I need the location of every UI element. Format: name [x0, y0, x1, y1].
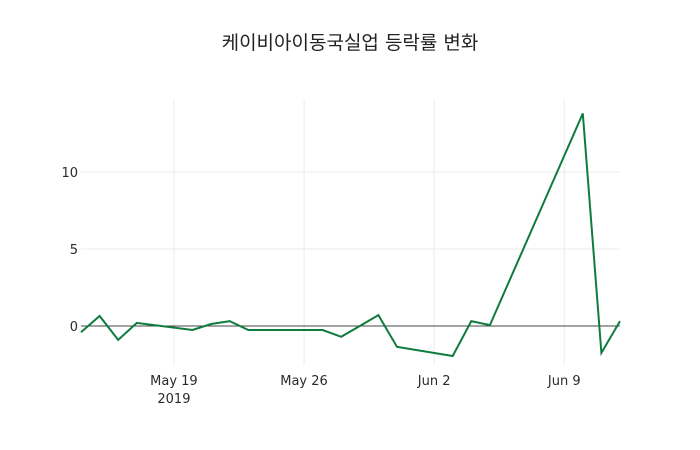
x-tick-label: Jun 2: [417, 374, 451, 389]
y-axis-ticks: 0 5 10: [61, 166, 78, 335]
x-tick-year-label: 2019: [157, 392, 190, 407]
series-line: [80, 113, 621, 358]
y-tick-label: 10: [61, 166, 78, 181]
y-tick-label: 5: [70, 243, 78, 258]
x-tick-label: Jun 9: [547, 374, 581, 389]
gridlines: [81, 100, 620, 365]
y-tick-label: 0: [70, 320, 78, 335]
chart-title: 케이비아이동국실업 등락률 변화: [221, 32, 479, 54]
x-axis-ticks: May 19 2019 May 26 Jun 2 Jun 9: [150, 374, 580, 407]
x-tick-label: May 19: [150, 374, 198, 389]
x-tick-label: May 26: [280, 374, 328, 389]
